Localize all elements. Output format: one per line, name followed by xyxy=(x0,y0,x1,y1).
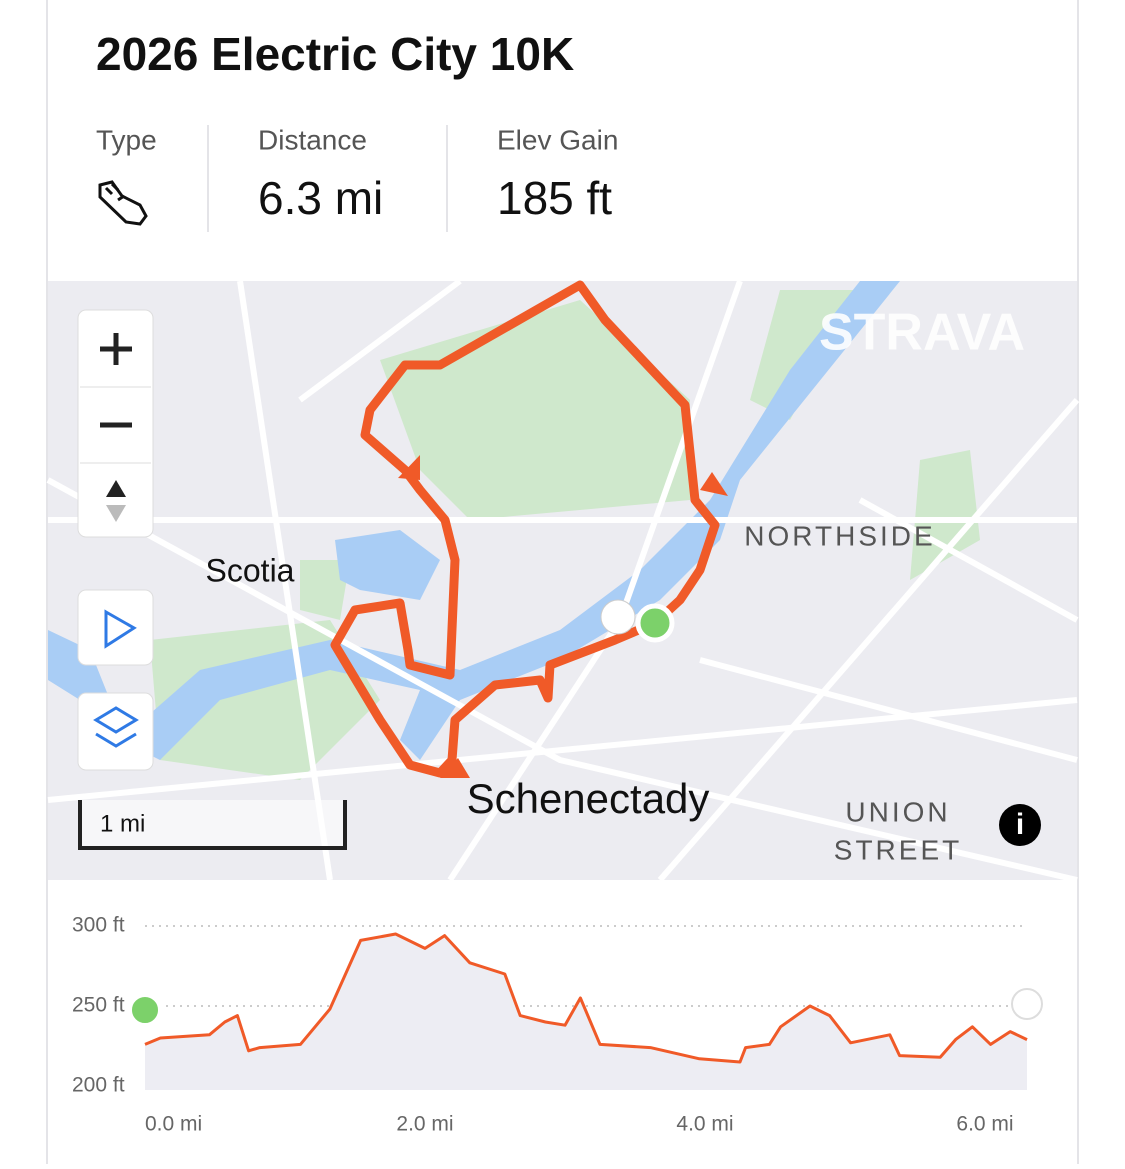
stat-value: 185 ft xyxy=(497,172,612,224)
roads xyxy=(46,278,1080,883)
x-tick-label: 4.0 mi xyxy=(676,1113,733,1136)
zoom-in[interactable] xyxy=(100,333,132,365)
stat-label: Type xyxy=(96,124,157,155)
map-label: NORTHSIDE xyxy=(744,520,935,551)
scale-label: 1 mi xyxy=(100,810,145,837)
route-arrows xyxy=(398,455,728,778)
map: STRAVA Scotia NORTHSIDE Schenectady UNIO… xyxy=(46,278,1080,883)
scale-bar xyxy=(78,800,347,850)
run-icon xyxy=(98,180,148,226)
elevation-line xyxy=(144,932,1028,1064)
play-button[interactable] xyxy=(77,589,154,666)
x-tick-label: 0.0 mi xyxy=(145,1113,202,1136)
compass[interactable] xyxy=(106,480,126,497)
x-tick-label: 2.0 mi xyxy=(396,1113,453,1136)
strava-watermark: STRAVA xyxy=(819,304,1025,362)
finish-marker xyxy=(1011,988,1043,1020)
map-label: STREET xyxy=(834,834,962,865)
y-tick-label: 200 ft xyxy=(72,1074,125,1097)
zoom-controls[interactable] xyxy=(77,309,154,538)
start-marker xyxy=(635,603,675,643)
start-marker xyxy=(128,993,162,1027)
activity-title: 2026 Electric City 10K xyxy=(96,28,574,80)
x-tick-label: 6.0 mi xyxy=(956,1113,1013,1136)
stat-label: Distance xyxy=(258,124,367,155)
route xyxy=(330,280,720,778)
compass xyxy=(106,505,126,522)
elevation-chart: 300 ft 250 ft 200 ft 0.0 mi 2.0 mi 4.0 mi 6.0 … xyxy=(72,914,1043,1136)
map-label: UNION xyxy=(845,796,950,827)
info-icon: i xyxy=(1016,808,1024,841)
layers-icon xyxy=(93,706,139,748)
play-icon xyxy=(104,609,137,649)
finish-marker xyxy=(600,599,636,635)
y-tick-label: 250 ft xyxy=(72,994,125,1017)
map-label: Schenectady xyxy=(467,775,710,822)
info-button[interactable] xyxy=(999,804,1041,846)
y-tick-label: 300 ft xyxy=(72,914,125,937)
map-label: Scotia xyxy=(206,552,295,588)
stat-value: 6.3 mi xyxy=(258,172,383,224)
stat-label: Elev Gain xyxy=(497,124,618,155)
